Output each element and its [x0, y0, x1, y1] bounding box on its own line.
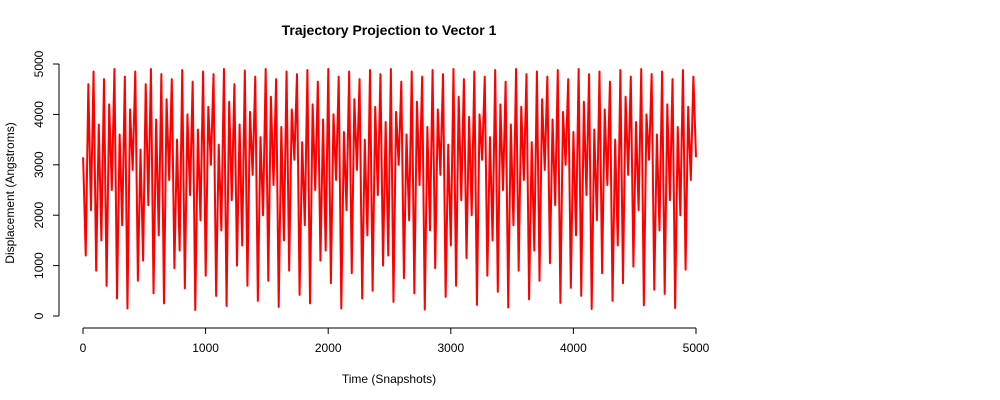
x-tick-label: 0 [80, 341, 87, 355]
y-tick-label: 5000 [32, 50, 46, 77]
x-tick-label: 1000 [192, 341, 219, 355]
y-axis: 0 1000 2000 3000 4000 5000 [32, 50, 60, 319]
x-axis: 0 1000 2000 3000 4000 5000 [80, 327, 710, 355]
y-tick-label: 3000 [32, 151, 46, 178]
plot-area [82, 68, 697, 311]
y-tick-label: 0 [32, 312, 46, 319]
x-axis-label: Time (Snapshots) [342, 372, 436, 386]
x-tick-label: 2000 [315, 341, 342, 355]
x-tick-label: 3000 [437, 341, 464, 355]
y-tick-label: 4000 [32, 101, 46, 128]
y-tick-label: 2000 [32, 202, 46, 229]
chart-title: Trajectory Projection to Vector 1 [282, 22, 497, 38]
y-axis-label: Displacement (Angstroms) [3, 122, 17, 263]
y-tick-label: 1000 [32, 252, 46, 279]
x-tick-label: 5000 [683, 341, 710, 355]
series-line-0 [82, 68, 697, 311]
x-tick-label: 4000 [560, 341, 587, 355]
